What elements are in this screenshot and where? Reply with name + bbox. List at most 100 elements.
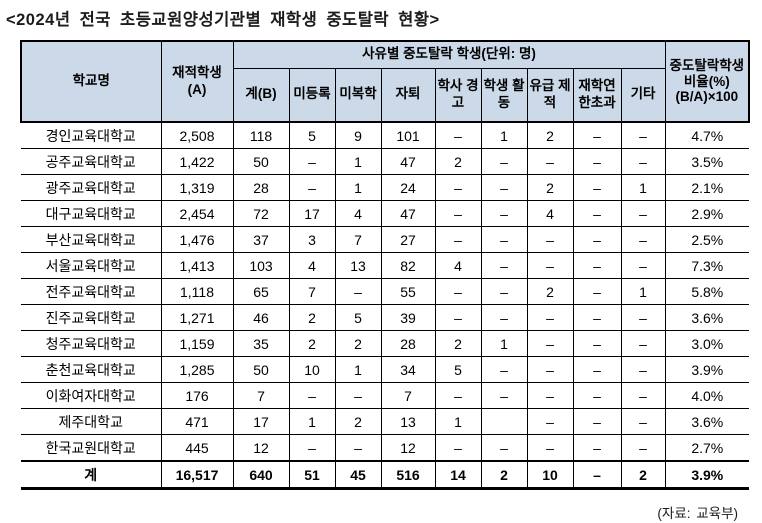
value-cell: – — [526, 148, 574, 175]
value-cell: – — [334, 278, 382, 305]
school-name-cell: 광주교육대학교 — [21, 174, 162, 201]
value-cell: 9 — [334, 121, 382, 149]
value-cell: 2,508 — [160, 121, 234, 149]
value-cell: – — [572, 148, 622, 175]
value-cell: 27 — [380, 226, 436, 253]
value-cell: 35 — [232, 330, 290, 357]
value-cell: 1 — [480, 330, 528, 357]
value-cell: – — [620, 252, 666, 279]
value-cell: 47 — [380, 200, 436, 227]
school-name-cell: 청주교육대학교 — [21, 330, 162, 357]
value-cell: – — [334, 434, 382, 462]
value-cell: 72 — [232, 200, 290, 227]
table-row: 이화여자대학교 176 7– –7– – – – –4.0% — [21, 382, 750, 409]
value-cell: 1,159 — [160, 330, 234, 357]
value-cell: 17 — [232, 408, 290, 435]
header-reason-group: 사유별 중도탈락 학생(단위: 명) — [232, 40, 666, 69]
header-ratio-line1: 중도탈락학생비율(%) — [669, 58, 745, 89]
school-name-cell: 한국교원대학교 — [21, 434, 162, 462]
header-school: 학교명 — [20, 40, 162, 123]
school-name-cell: 계 — [21, 460, 162, 490]
value-cell: 640 — [232, 460, 290, 490]
value-cell: 1 — [620, 278, 666, 305]
value-cell: 516 — [380, 460, 436, 490]
header-enrolled: 재적학생 (A) — [160, 40, 234, 123]
total-row: 계 16,517 640 51 45 516 14 2 10–2 3.9% — [21, 460, 750, 490]
value-cell: 1,422 — [160, 148, 234, 175]
value-cell: 28 — [232, 174, 290, 201]
value-cell: 5.8% — [664, 278, 750, 305]
value-cell: 2.9% — [664, 200, 750, 227]
value-cell: 24 — [380, 174, 436, 201]
value-cell: – — [572, 226, 622, 253]
school-name-cell: 춘천교육대학교 — [21, 356, 162, 383]
header-dropout-ratio: 중도탈락학생비율(%) (B/A)×100 — [664, 40, 751, 123]
value-cell: – — [620, 330, 666, 357]
dropout-table: 학교명 재적학생 (A) 사유별 중도탈락 학생(단위: 명) 중도탈락학생비율… — [20, 40, 751, 490]
value-cell: – — [434, 434, 482, 462]
value-cell: 1 — [334, 148, 382, 175]
value-cell: 2.1% — [664, 174, 750, 201]
value-cell: – — [480, 174, 528, 201]
value-cell: – — [434, 278, 482, 305]
table-row: 춘천교육대학교 1,285 50 10 1 34 5– – – –3.9% — [21, 356, 750, 383]
value-cell: – — [434, 226, 482, 253]
value-cell: 7 — [334, 226, 382, 253]
value-cell: – — [620, 226, 666, 253]
value-cell: 5 — [434, 356, 482, 383]
header-term-limit-exceeded: 재학연한초과 — [572, 67, 622, 123]
value-cell: – — [526, 252, 574, 279]
value-cell: – — [572, 382, 622, 409]
value-cell: – — [526, 434, 574, 462]
value-cell: – — [526, 304, 574, 331]
value-cell: – — [480, 148, 528, 175]
value-cell: – — [572, 200, 622, 227]
value-cell — [480, 408, 528, 435]
value-cell: – — [288, 434, 336, 462]
value-cell: – — [572, 278, 622, 305]
value-cell: – — [572, 460, 622, 490]
school-name-cell: 대구교육대학교 — [21, 200, 162, 227]
value-cell: 118 — [232, 121, 290, 149]
value-cell: 3.6% — [664, 304, 750, 331]
value-cell: 17 — [288, 200, 336, 227]
value-cell: 2 — [526, 174, 574, 201]
value-cell: 45 — [334, 460, 382, 490]
table-row: 전주교육대학교 1,118 65 7–55– –2–1 5.8% — [21, 278, 750, 305]
value-cell: – — [526, 226, 574, 253]
value-cell: 3.9% — [664, 460, 750, 490]
value-cell: 101 — [380, 121, 436, 149]
value-cell: 1 — [288, 408, 336, 435]
value-cell: 7 — [232, 382, 290, 409]
value-cell: 4 — [526, 200, 574, 227]
value-cell: 1 — [334, 356, 382, 383]
value-cell: 1,271 — [160, 304, 234, 331]
value-cell: 1,285 — [160, 356, 234, 383]
page: <2024년 전국 초등교원양성기관별 재학생 중도탈락 현황> 학교명 재적학… — [0, 6, 762, 523]
value-cell: 28 — [380, 330, 436, 357]
value-cell: 2 — [434, 148, 482, 175]
value-cell: 2 — [334, 408, 382, 435]
value-cell: 14 — [434, 460, 482, 490]
value-cell: 16,517 — [160, 460, 234, 490]
table-row: 서울교육대학교 1,413 103 4 13 82 4– – – –7.3% — [21, 252, 750, 279]
value-cell: 1 — [334, 174, 382, 201]
value-cell: 37 — [232, 226, 290, 253]
value-cell: – — [434, 174, 482, 201]
value-cell: 4.7% — [664, 121, 750, 149]
header-enrolled-line2: (A) — [187, 81, 207, 97]
value-cell: 2 — [288, 330, 336, 357]
value-cell: – — [572, 252, 622, 279]
value-cell: 2 — [526, 121, 574, 149]
school-name-cell: 전주교육대학교 — [21, 278, 162, 305]
value-cell: 3.0% — [664, 330, 750, 357]
header-withdrawal: 자퇴 — [380, 67, 436, 123]
header-ratio-line2: (B/A)×100 — [675, 89, 739, 105]
value-cell: 2 — [334, 330, 382, 357]
value-cell: – — [434, 200, 482, 227]
table-row: 대구교육대학교 2,454 72 17 4 47– –4– –2.9% — [21, 200, 750, 227]
value-cell: 51 — [288, 460, 336, 490]
header-etc: 기타 — [620, 67, 666, 123]
header-not-returned: 미복학 — [334, 67, 382, 123]
value-cell: 1 — [480, 121, 528, 149]
